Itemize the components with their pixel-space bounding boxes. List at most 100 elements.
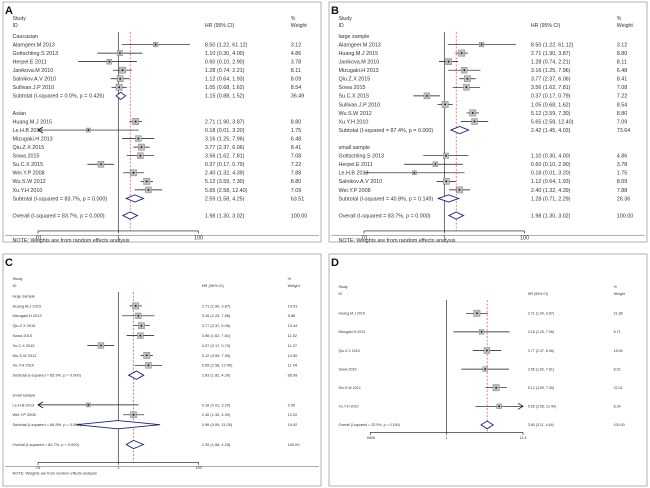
study-label: Mizugaki.H 2013: [13, 136, 53, 142]
weight-text: 8.54: [617, 102, 628, 108]
hr-ci-text: 1.98 (1.30, 3.02): [531, 213, 571, 219]
weight-text: 8.80: [617, 51, 628, 57]
header-weight: Weight: [291, 23, 308, 29]
point-estimate: [447, 60, 450, 63]
hr-ci-text: 0.37 (0.17, 0.79): [202, 343, 231, 348]
hr-ci-text: 2.83 (1.82, 4.30): [202, 373, 231, 378]
study-label: Salnikov.A.V 2010: [13, 77, 57, 83]
point-estimate: [108, 60, 111, 63]
weight-text: 11.04: [288, 363, 298, 368]
header-id: ID: [339, 23, 344, 29]
panel-letter: D: [331, 257, 339, 269]
hr-ci-text: 5.65 (2.58, 12.40): [205, 188, 248, 194]
subtotal-diamond: [127, 370, 145, 380]
study-label: Mizugaki.H 2013: [13, 313, 42, 318]
weight-text: 3.12: [291, 42, 302, 48]
hr-ci-text: 1.28 (0.74, 2.21): [531, 60, 571, 66]
panel-frame: [2, 1, 322, 243]
point-estimate: [121, 69, 124, 72]
point-estimate: [87, 129, 90, 131]
study-label: Huang.M.J 2015: [339, 312, 365, 316]
weight-text: 3.78: [617, 162, 628, 168]
hr-ci-text: 2.39 (1.58, 4.25): [202, 442, 231, 447]
ci-arrow-right: [517, 402, 524, 410]
hr-ci-text: 3.56 (1.62, 7.81): [205, 154, 245, 160]
header-hr: HR (95% CI): [202, 283, 225, 288]
weight-text: 8.34: [614, 405, 621, 409]
panel-c: C Study ID HR (95% CI)% Weight large sample Hu…: [2, 253, 322, 487]
hr-ci-text: 5.12 (3.59, 7.30): [202, 353, 231, 358]
panel-frame: [328, 1, 648, 243]
study-label: Su.C.X 2015: [339, 94, 370, 100]
hr-ci-text: 5.12 (3.59, 7.30): [205, 179, 245, 185]
point-estimate: [413, 171, 416, 174]
subtotal-label: Subtotal (I-squared = 85.9%, p = 0.000): [13, 373, 82, 378]
hr-ci-text: 5.12 (3.59, 7.30): [528, 386, 554, 390]
study-label: Janikova.M 2010: [339, 60, 380, 66]
study-label: Wei.Y.P 2008: [13, 171, 45, 177]
weight-text: 7.09: [617, 119, 628, 125]
subtotal-diamond: [76, 420, 161, 430]
hr-ci-text: 3.16 (1.25, 7.96): [205, 136, 245, 142]
point-estimate: [458, 189, 461, 191]
study-label: Wu.S.W 2012: [13, 179, 46, 185]
panel-d: D Study ID HR (95% CI)% Weight Huang.M.J 2015…: [328, 253, 648, 487]
weight-text: 18.05: [614, 349, 623, 353]
x-tick-label: 1: [443, 235, 446, 241]
point-estimate: [134, 305, 137, 307]
study-label: Mizugaki.H 2013: [339, 330, 366, 334]
point-estimate: [139, 154, 142, 157]
point-estimate: [100, 344, 102, 347]
study-label: Wu.S.W 2012: [13, 353, 37, 358]
point-estimate: [119, 77, 122, 80]
overall-diamond: [125, 439, 145, 450]
subtotal-diamond: [436, 194, 461, 203]
point-estimate: [480, 43, 483, 46]
study-label: Mizugaki.H 2013: [339, 68, 379, 74]
weight-text: 14.51: [288, 303, 298, 308]
weight-text: 7.22: [617, 94, 628, 100]
point-estimate: [137, 314, 140, 317]
x-tick-label: 100: [520, 235, 529, 241]
weight-text: 6.48: [617, 68, 628, 74]
hr-ci-text: 1.05 (0.68, 1.62): [205, 85, 245, 91]
hr-ci-text: 2.71 (1.90, 3.87): [202, 303, 231, 308]
weight-text: 100.00: [291, 213, 308, 219]
study-label: Wei.Y.P 2008: [13, 412, 36, 417]
hr-ci-text: 2.71 (1.90, 3.87): [531, 51, 571, 57]
study-label: Gottschling.S 2013: [13, 51, 59, 57]
subgroup-label: Asian: [13, 111, 27, 117]
weight-text: 22.01: [614, 386, 623, 390]
header-study: Study: [13, 276, 23, 281]
point-estimate: [147, 189, 150, 191]
point-estimate: [118, 86, 121, 89]
weight-text: 1.75: [291, 128, 302, 134]
study-label: Sullivan.J.P 2010: [339, 102, 381, 108]
weight-text: 8.11: [291, 68, 301, 74]
point-estimate: [444, 103, 447, 106]
weight-text: 8.09: [291, 77, 302, 83]
hr-ci-text: 1.28 (0.74, 2.21): [205, 68, 245, 74]
header-weight: Weight: [617, 23, 634, 29]
point-estimate: [445, 154, 447, 157]
subtotal-label: Subtotal (I-squared = 87.4%, p = 0.000): [339, 128, 434, 134]
study-label: Herpel.E 2011: [339, 162, 373, 168]
point-estimate: [137, 137, 140, 140]
subtotal-label: Subtotal (I-squared = 0.0%, p = 0.426): [13, 94, 105, 100]
study-label: Alamgeer.M 2013: [13, 42, 55, 48]
subtotal-diamond: [125, 194, 145, 203]
weight-text: 8.09: [617, 179, 628, 185]
study-label: Herpel.E 2011: [13, 60, 47, 66]
subgroup-label: large sample: [13, 293, 35, 298]
header-hr: HR (95% CI): [205, 23, 235, 29]
study-label: Sullivan.J.P 2010: [13, 85, 55, 91]
hr-ci-text: 2.59 (1.58, 4.25): [205, 196, 245, 202]
weight-text: 8.54: [291, 85, 302, 91]
study-label: Wei.Y.P 2008: [339, 188, 371, 194]
hr-ci-text: 2.71 (1.90, 3.87): [528, 312, 554, 316]
hr-ci-text: 3.77 (2.37, 6.06): [528, 349, 554, 353]
x-tick-label: .01: [35, 465, 40, 470]
weight-text: 6.48: [291, 136, 302, 142]
point-estimate: [140, 146, 143, 149]
